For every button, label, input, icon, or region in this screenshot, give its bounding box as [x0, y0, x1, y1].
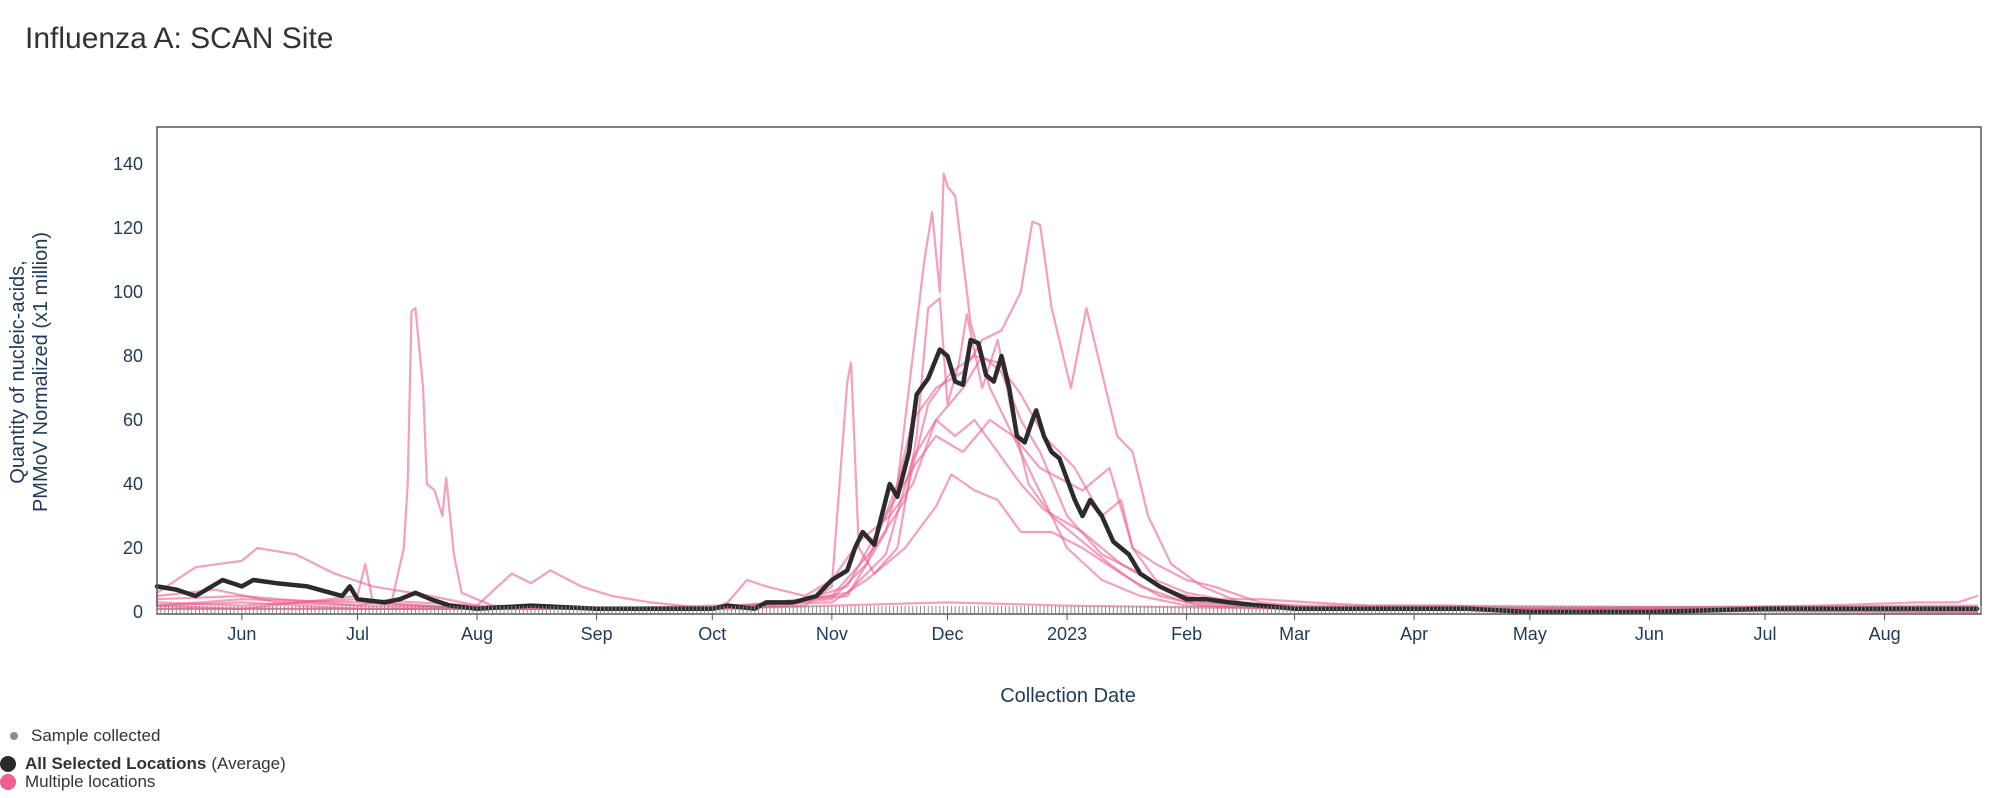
x-tick-label: Jun: [1635, 624, 1664, 644]
x-tick-label: Nov: [816, 624, 848, 644]
y-tick-label: 100: [113, 282, 143, 302]
y-tick-label: 40: [123, 474, 143, 494]
x-tick-label: Feb: [1171, 624, 1202, 644]
average-dot-icon: [0, 756, 16, 772]
x-tick-label: Oct: [698, 624, 726, 644]
series-line-location[interactable]: [155, 172, 1979, 610]
chart-title: Influenza A: SCAN Site: [25, 22, 334, 55]
x-tick-label: 2023: [1047, 624, 1087, 644]
locations-dot-icon: [0, 774, 16, 790]
plot-area: [154, 172, 1980, 615]
series-line-location[interactable]: [155, 297, 1979, 614]
y-axis-label-line-1: Quantity of nucleic-acids,: [7, 260, 29, 483]
y-axis: 0 20 40 60 80 100 120 140: [113, 154, 143, 622]
y-tick-label: 0: [133, 602, 143, 622]
x-tick-label: Mar: [1279, 624, 1310, 644]
x-tick-label: Apr: [1400, 624, 1428, 644]
x-tick-label: Aug: [1869, 624, 1901, 644]
sample-dot-icon: [10, 732, 18, 740]
legend-label-locations: Multiple locations: [25, 772, 156, 791]
legend-label-sample: Sample collected: [31, 726, 161, 745]
plot-frame: [156, 126, 1982, 615]
legend-item-sample[interactable]: Sample collected: [10, 726, 160, 746]
x-tick-label: Aug: [461, 624, 493, 644]
legend-item-average[interactable]: All Selected Locations (Average): [0, 754, 286, 774]
y-tick-label: 140: [113, 154, 143, 174]
legend-item-locations[interactable]: Multiple locations: [0, 772, 155, 792]
x-tick-label: Dec: [932, 624, 964, 644]
x-tick-label: Sep: [581, 624, 613, 644]
y-axis-label-line-2: PMMoV Normalized (x1 million): [30, 232, 52, 512]
series-line-location[interactable]: [155, 354, 1979, 610]
y-axis-label: Quantity of nucleic-acids, PMMoV Normali…: [7, 232, 52, 512]
y-tick-label: 80: [123, 346, 143, 366]
x-tick-label: Jul: [1754, 624, 1777, 644]
series-line-location[interactable]: [155, 220, 1979, 610]
x-axis-label: Collection Date: [1000, 685, 1136, 707]
x-tick-label: Jul: [346, 624, 369, 644]
legend-label-average-suffix: (Average): [211, 754, 286, 773]
sample-markers: [156, 606, 1982, 613]
x-tick-label: May: [1513, 624, 1547, 644]
legend-label-average: All Selected Locations: [25, 754, 207, 773]
series-line-location[interactable]: [155, 473, 1979, 614]
y-tick-label: 120: [113, 218, 143, 238]
x-axis: Jun Jul Aug Sep Oct Nov Dec 2023 Feb Mar Apr May Jun…: [227, 614, 1901, 644]
y-tick-label: 60: [123, 410, 143, 430]
y-tick-label: 20: [123, 538, 143, 558]
x-tick-label: Jun: [227, 624, 256, 644]
series-line-average[interactable]: [154, 337, 1980, 615]
